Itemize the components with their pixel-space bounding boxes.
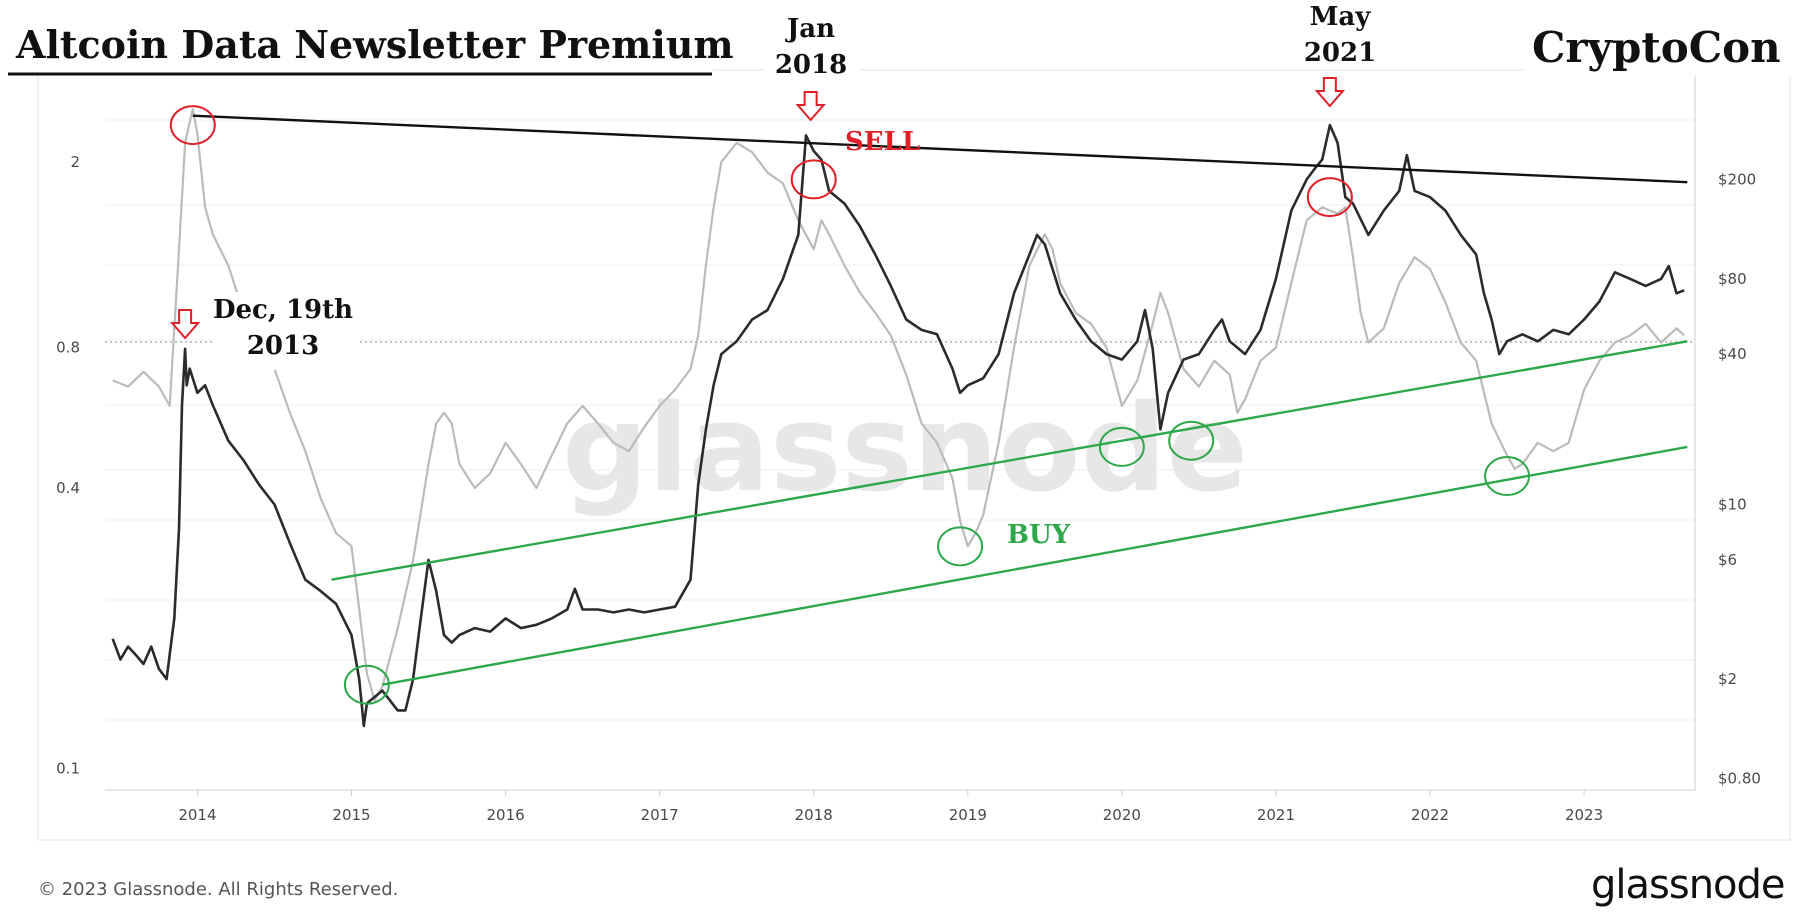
x-tick-label: 2014 (178, 806, 216, 824)
annotation-label: SELL (845, 127, 920, 157)
x-tick-label: 2019 (949, 806, 987, 824)
annotation-label: May (1310, 2, 1372, 32)
x-tick-label: 2018 (795, 806, 833, 824)
highlight-circle (1484, 456, 1531, 497)
y-right-tick-label: $40 (1718, 345, 1747, 363)
highlight-circle (1098, 426, 1145, 467)
x-tick-label: 2022 (1411, 806, 1449, 824)
footer-brand-logo: glassnode (1591, 862, 1786, 908)
highlight-circle (169, 105, 216, 146)
y-left-tick-label: 0.4 (56, 479, 80, 497)
down-arrow-icon (1314, 77, 1346, 108)
annotation-label: 2021 (1304, 38, 1376, 68)
series-line-grey (112, 107, 1685, 702)
y-right-tick-label: $6 (1718, 551, 1737, 569)
highlight-circle (1168, 420, 1215, 461)
y-right-tick-label: $10 (1718, 495, 1747, 513)
grid (105, 119, 1695, 721)
x-tick-label: 2016 (486, 806, 524, 824)
down-arrow-icon (795, 91, 826, 122)
newsletter-title: Altcoin Data Newsletter Premium (15, 22, 734, 67)
y-right-tick-label: $200 (1718, 170, 1756, 188)
trendline-channel-upper (331, 340, 1688, 581)
highlight-circle (790, 159, 837, 200)
x-tick-label: 2023 (1565, 806, 1603, 824)
down-arrow-icon (169, 309, 201, 340)
annotation-label: BUY (1007, 520, 1071, 550)
axes: 2014 2015 2016 2017 2018 2019 2020 2021 2022 2023… (56, 40, 1761, 824)
annotation-label-bg (1292, 0, 1392, 66)
annotation-label: 2013 (247, 331, 319, 361)
watermark: glassnode (562, 380, 1248, 519)
header-title-bg (8, 18, 713, 76)
annotations: Dec, 19th 2013 Jan 2018 May 2021 SELL BUY (169, 0, 1531, 705)
y-right-tick-label: $80 (1718, 270, 1747, 288)
highlight-circle (1306, 177, 1353, 218)
highlight-circle (343, 664, 390, 705)
trendline-channel-lower (382, 445, 1688, 686)
author-bg (1525, 18, 1793, 76)
series-line-price (111, 123, 1685, 728)
series (111, 107, 1685, 728)
x-tick-label: 2017 (641, 806, 679, 824)
y-left-tick-label: 2 (70, 153, 80, 171)
annotation-label-bg (212, 292, 360, 370)
y-left-tick-label: 0.8 (56, 339, 80, 357)
author: CryptoCon (1532, 23, 1781, 72)
annotation-label-bg (764, 8, 860, 80)
trendline-top (192, 114, 1688, 184)
x-tick-label: 2015 (332, 806, 370, 824)
y-left-tick-label: 0.1 (56, 760, 80, 778)
y-right-tick-label: $2 (1718, 670, 1737, 688)
footer-copyright: © 2023 Glassnode. All Rights Reserved. (38, 879, 399, 900)
x-tick-label: 2021 (1257, 806, 1295, 824)
y-right-tick-label: $0.80 (1718, 770, 1761, 788)
annotation-label: Dec, 19th (213, 295, 353, 325)
x-tick-label: 2020 (1103, 806, 1141, 824)
plot-frame (37, 69, 1791, 841)
trendlines (192, 114, 1688, 686)
annotation-label: 2018 (775, 50, 847, 80)
highlight-circle (937, 526, 984, 567)
annotation-label: Jan (785, 14, 835, 44)
